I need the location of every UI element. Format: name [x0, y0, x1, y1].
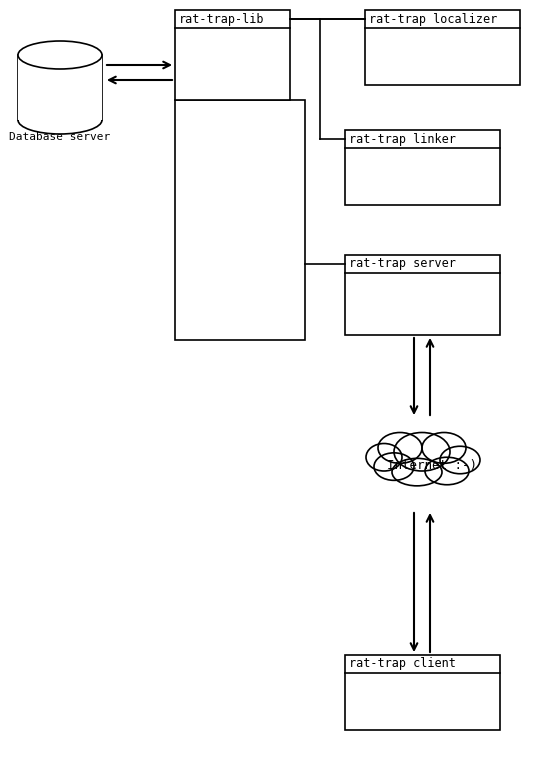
Bar [345, 655, 500, 730]
Ellipse shape [394, 432, 450, 471]
Text: rat-trap client: rat-trap client [349, 658, 456, 671]
Ellipse shape [392, 459, 442, 486]
Bar [175, 10, 290, 100]
Ellipse shape [425, 457, 469, 484]
Bar [175, 100, 305, 340]
Text: Internet :-): Internet :-) [387, 459, 477, 471]
Bar [365, 10, 520, 85]
Ellipse shape [440, 446, 480, 473]
Ellipse shape [422, 432, 466, 463]
Bar [345, 130, 500, 205]
Text: Database server: Database server [9, 132, 111, 142]
Text: rat-trap-lib: rat-trap-lib [179, 12, 264, 26]
Text: rat-trap server: rat-trap server [349, 257, 456, 271]
Ellipse shape [374, 453, 414, 480]
Bar [345, 255, 500, 335]
Bar [18, 55, 102, 120]
Ellipse shape [366, 444, 402, 471]
Ellipse shape [378, 432, 422, 463]
Text: rat-trap linker: rat-trap linker [349, 133, 456, 146]
Ellipse shape [18, 41, 102, 69]
Text: rat-trap localizer: rat-trap localizer [369, 12, 497, 26]
